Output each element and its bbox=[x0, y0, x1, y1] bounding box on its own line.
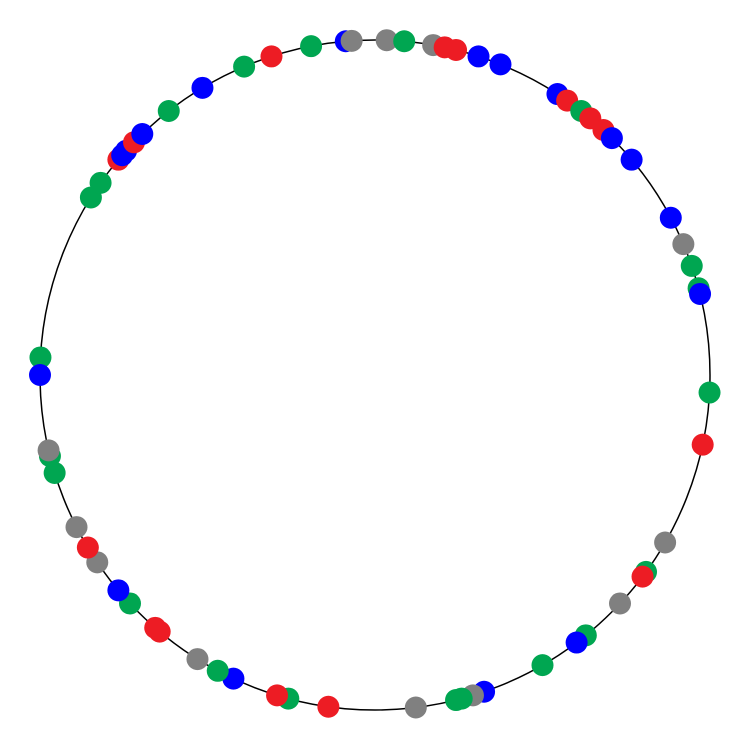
data-point bbox=[90, 172, 112, 194]
data-point bbox=[689, 283, 711, 305]
data-point bbox=[66, 516, 88, 538]
data-point bbox=[532, 654, 554, 676]
data-point bbox=[341, 30, 363, 52]
data-point bbox=[660, 207, 682, 229]
data-point bbox=[393, 30, 415, 52]
data-point bbox=[672, 233, 694, 255]
data-point bbox=[621, 149, 643, 171]
data-point bbox=[681, 255, 703, 277]
data-point bbox=[654, 532, 676, 554]
data-point bbox=[489, 53, 511, 75]
data-point bbox=[233, 56, 255, 78]
data-point bbox=[699, 382, 721, 404]
data-point bbox=[186, 648, 208, 670]
data-point bbox=[609, 592, 631, 614]
data-point bbox=[405, 697, 427, 719]
circular-scatter-diagram bbox=[0, 0, 750, 750]
data-point bbox=[266, 684, 288, 706]
data-point bbox=[38, 439, 60, 461]
data-point bbox=[566, 632, 588, 654]
data-point bbox=[107, 579, 129, 601]
data-point bbox=[207, 660, 229, 682]
data-point bbox=[300, 35, 322, 57]
data-point bbox=[191, 77, 213, 99]
data-point bbox=[601, 127, 623, 149]
data-point bbox=[77, 537, 99, 559]
data-point bbox=[131, 123, 153, 145]
data-point bbox=[445, 689, 467, 711]
data-point bbox=[692, 434, 714, 456]
data-point bbox=[260, 45, 282, 67]
data-point bbox=[144, 617, 166, 639]
data-point bbox=[158, 100, 180, 122]
data-point bbox=[317, 696, 339, 718]
data-point bbox=[632, 566, 654, 588]
data-point bbox=[445, 39, 467, 61]
data-point bbox=[468, 45, 490, 67]
data-point bbox=[29, 364, 51, 386]
